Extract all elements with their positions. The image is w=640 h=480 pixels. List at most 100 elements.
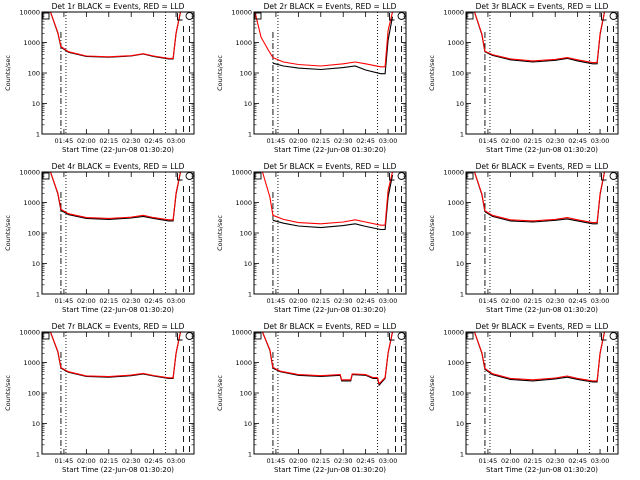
circle-symbol	[397, 332, 406, 340]
y-tick-label: 100	[452, 390, 464, 398]
x-tick-label: 02:15	[311, 137, 330, 145]
panel-2: Det 2r BLACK = Events, RED = LLD Counts/s…	[216, 2, 407, 154]
square-symbol	[466, 332, 474, 340]
y-axis-label: Counts/sec	[4, 215, 12, 251]
x-axis-label: Start Time (22-Jun-08 01:30:20)	[62, 146, 174, 154]
panel-title: Det 3r BLACK = Events, RED = LLD	[476, 2, 609, 11]
y-tick-label: 10	[32, 100, 40, 108]
y-tick-label: 10000	[19, 169, 40, 177]
plot-frame	[41, 171, 195, 295]
x-tick-label: 02:45	[356, 457, 375, 465]
panel-title: Det 4r BLACK = Events, RED = LLD	[52, 162, 185, 171]
circle-symbol	[609, 12, 618, 20]
square-symbol	[466, 12, 474, 20]
x-axis-label: Start Time (22-Jun-08 01:30:20)	[486, 146, 598, 154]
square-symbol	[42, 332, 50, 340]
x-tick-label: 03:00	[591, 297, 610, 305]
series-line-lld	[43, 331, 182, 379]
panel-1: Det 1r BLACK = Events, RED = LLD Counts/s…	[4, 2, 195, 154]
bracket-symbol	[389, 13, 395, 21]
x-tick-label: 03:00	[167, 297, 186, 305]
y-axis-label: Counts/sec	[4, 375, 12, 411]
x-tick-label: 01:45	[267, 137, 286, 145]
series-line-events	[43, 171, 182, 222]
square-symbol	[466, 172, 474, 180]
x-tick-label: 02:00	[501, 457, 520, 465]
plot-frame	[253, 171, 407, 295]
square-symbol	[254, 332, 262, 340]
y-tick-label: 1	[36, 451, 40, 459]
y-axis-label: Counts/sec	[216, 55, 224, 91]
x-tick-label: 03:00	[379, 457, 398, 465]
y-tick-label: 1000	[235, 39, 252, 47]
series-line-events	[467, 11, 606, 65]
x-tick-label: 02:00	[77, 457, 96, 465]
y-tick-label: 100	[240, 390, 252, 398]
x-tick-label: 02:45	[568, 297, 587, 305]
panel-title: Det 5r BLACK = Events, RED = LLD	[264, 162, 397, 171]
x-axis-label: Start Time (22-Jun-08 01:30:20)	[274, 146, 386, 154]
series-line-lld	[43, 11, 182, 59]
circle-symbol	[185, 12, 194, 20]
series-line-lld	[467, 171, 606, 224]
y-tick-label: 10000	[19, 329, 40, 337]
series-line-lld	[43, 171, 182, 221]
circle-symbol	[609, 332, 618, 340]
plot-frame	[253, 11, 407, 135]
y-tick-label: 1000	[447, 359, 464, 367]
y-tick-label: 10	[456, 420, 464, 428]
panel-title: Det 8r BLACK = Events, RED = LLD	[264, 322, 397, 331]
x-axis-label: Start Time (22-Jun-08 01:30:20)	[62, 306, 174, 314]
y-tick-label: 1000	[23, 359, 40, 367]
y-tick-label: 100	[28, 390, 40, 398]
x-tick-label: 01:45	[479, 137, 498, 145]
x-tick-label: 02:30	[334, 457, 353, 465]
bracket-symbol	[177, 13, 183, 21]
circle-symbol	[185, 332, 194, 340]
circle-symbol	[397, 172, 406, 180]
series-line-events	[467, 331, 606, 383]
circle-symbol	[609, 172, 618, 180]
x-tick-label: 03:00	[591, 457, 610, 465]
x-axis-label: Start Time (22-Jun-08 01:30:20)	[274, 466, 386, 474]
y-tick-label: 10	[32, 420, 40, 428]
y-axis-label: Counts/sec	[216, 375, 224, 411]
x-tick-label: 02:45	[568, 137, 587, 145]
x-tick-label: 01:45	[267, 297, 286, 305]
x-tick-label: 02:30	[122, 137, 141, 145]
panel-title: Det 7r BLACK = Events, RED = LLD	[52, 322, 185, 331]
y-tick-label: 1	[248, 131, 252, 139]
x-tick-label: 02:00	[77, 137, 96, 145]
panel-7: Det 7r BLACK = Events, RED = LLD Counts/s…	[4, 322, 195, 474]
x-tick-label: 02:00	[501, 297, 520, 305]
y-tick-label: 10	[456, 100, 464, 108]
x-tick-label: 01:45	[267, 457, 286, 465]
x-tick-label: 02:00	[77, 297, 96, 305]
series-line-events	[43, 331, 182, 379]
x-tick-label: 02:15	[99, 137, 118, 145]
y-tick-label: 100	[240, 230, 252, 238]
x-axis-label: Start Time (22-Jun-08 01:30:20)	[486, 306, 598, 314]
x-tick-label: 02:45	[568, 457, 587, 465]
plot-frame	[465, 171, 619, 295]
square-symbol	[254, 172, 262, 180]
plot-frame	[465, 11, 619, 135]
x-axis-label: Start Time (22-Jun-08 01:30:20)	[62, 466, 174, 474]
panel-5: Det 5r BLACK = Events, RED = LLD Counts/s…	[216, 162, 407, 314]
bracket-symbol	[177, 333, 183, 341]
x-tick-label: 02:30	[334, 297, 353, 305]
x-tick-label: 02:30	[546, 137, 565, 145]
x-tick-label: 03:00	[591, 137, 610, 145]
x-axis-label: Start Time (22-Jun-08 01:30:20)	[274, 306, 386, 314]
panel-4: Det 4r BLACK = Events, RED = LLD Counts/s…	[4, 162, 195, 314]
bracket-symbol	[389, 333, 395, 341]
y-axis-label: Counts/sec	[428, 55, 436, 91]
x-tick-label: 02:45	[144, 297, 163, 305]
y-tick-label: 1	[460, 291, 464, 299]
y-tick-label: 1000	[235, 359, 252, 367]
panel-title: Det 1r BLACK = Events, RED = LLD	[52, 2, 185, 11]
x-tick-label: 03:00	[167, 457, 186, 465]
y-tick-label: 100	[240, 70, 252, 78]
y-tick-label: 10	[244, 100, 252, 108]
x-tick-label: 02:00	[501, 137, 520, 145]
